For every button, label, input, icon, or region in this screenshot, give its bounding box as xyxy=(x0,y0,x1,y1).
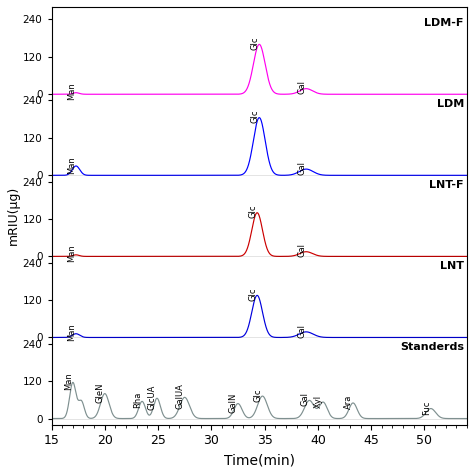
Text: GalUA: GalUA xyxy=(176,383,185,409)
Text: Rha: Rha xyxy=(133,392,142,408)
Text: Man: Man xyxy=(67,245,76,263)
Y-axis label: mRIU(μg): mRIU(μg) xyxy=(7,186,20,246)
Text: GalN: GalN xyxy=(229,392,238,412)
Text: LDM-F: LDM-F xyxy=(425,18,464,28)
Text: LNT-F: LNT-F xyxy=(429,180,464,190)
Text: GlcUA: GlcUA xyxy=(148,384,157,410)
Text: Fuc: Fuc xyxy=(422,400,431,414)
Text: Glc: Glc xyxy=(254,388,263,401)
Text: Glc: Glc xyxy=(248,205,257,218)
Text: Gal: Gal xyxy=(297,324,306,337)
Text: Man: Man xyxy=(67,82,76,100)
X-axis label: Time(min): Time(min) xyxy=(224,453,295,467)
Text: LDM: LDM xyxy=(437,99,464,109)
Text: Gal: Gal xyxy=(297,244,306,257)
Text: Ara: Ara xyxy=(344,394,353,409)
Text: LNT: LNT xyxy=(440,261,464,271)
Text: Gal: Gal xyxy=(301,392,310,406)
Text: Glc: Glc xyxy=(250,109,259,123)
Text: Man: Man xyxy=(67,324,76,341)
Text: Xyl: Xyl xyxy=(314,394,323,408)
Text: Man: Man xyxy=(67,156,76,173)
Text: Standerds: Standerds xyxy=(400,342,464,352)
Text: Glc: Glc xyxy=(248,287,257,301)
Text: Glc: Glc xyxy=(250,36,259,50)
Text: Gal: Gal xyxy=(297,161,306,175)
Text: Gal: Gal xyxy=(297,81,306,94)
Text: GleN: GleN xyxy=(96,382,105,402)
Text: Man: Man xyxy=(64,373,73,390)
